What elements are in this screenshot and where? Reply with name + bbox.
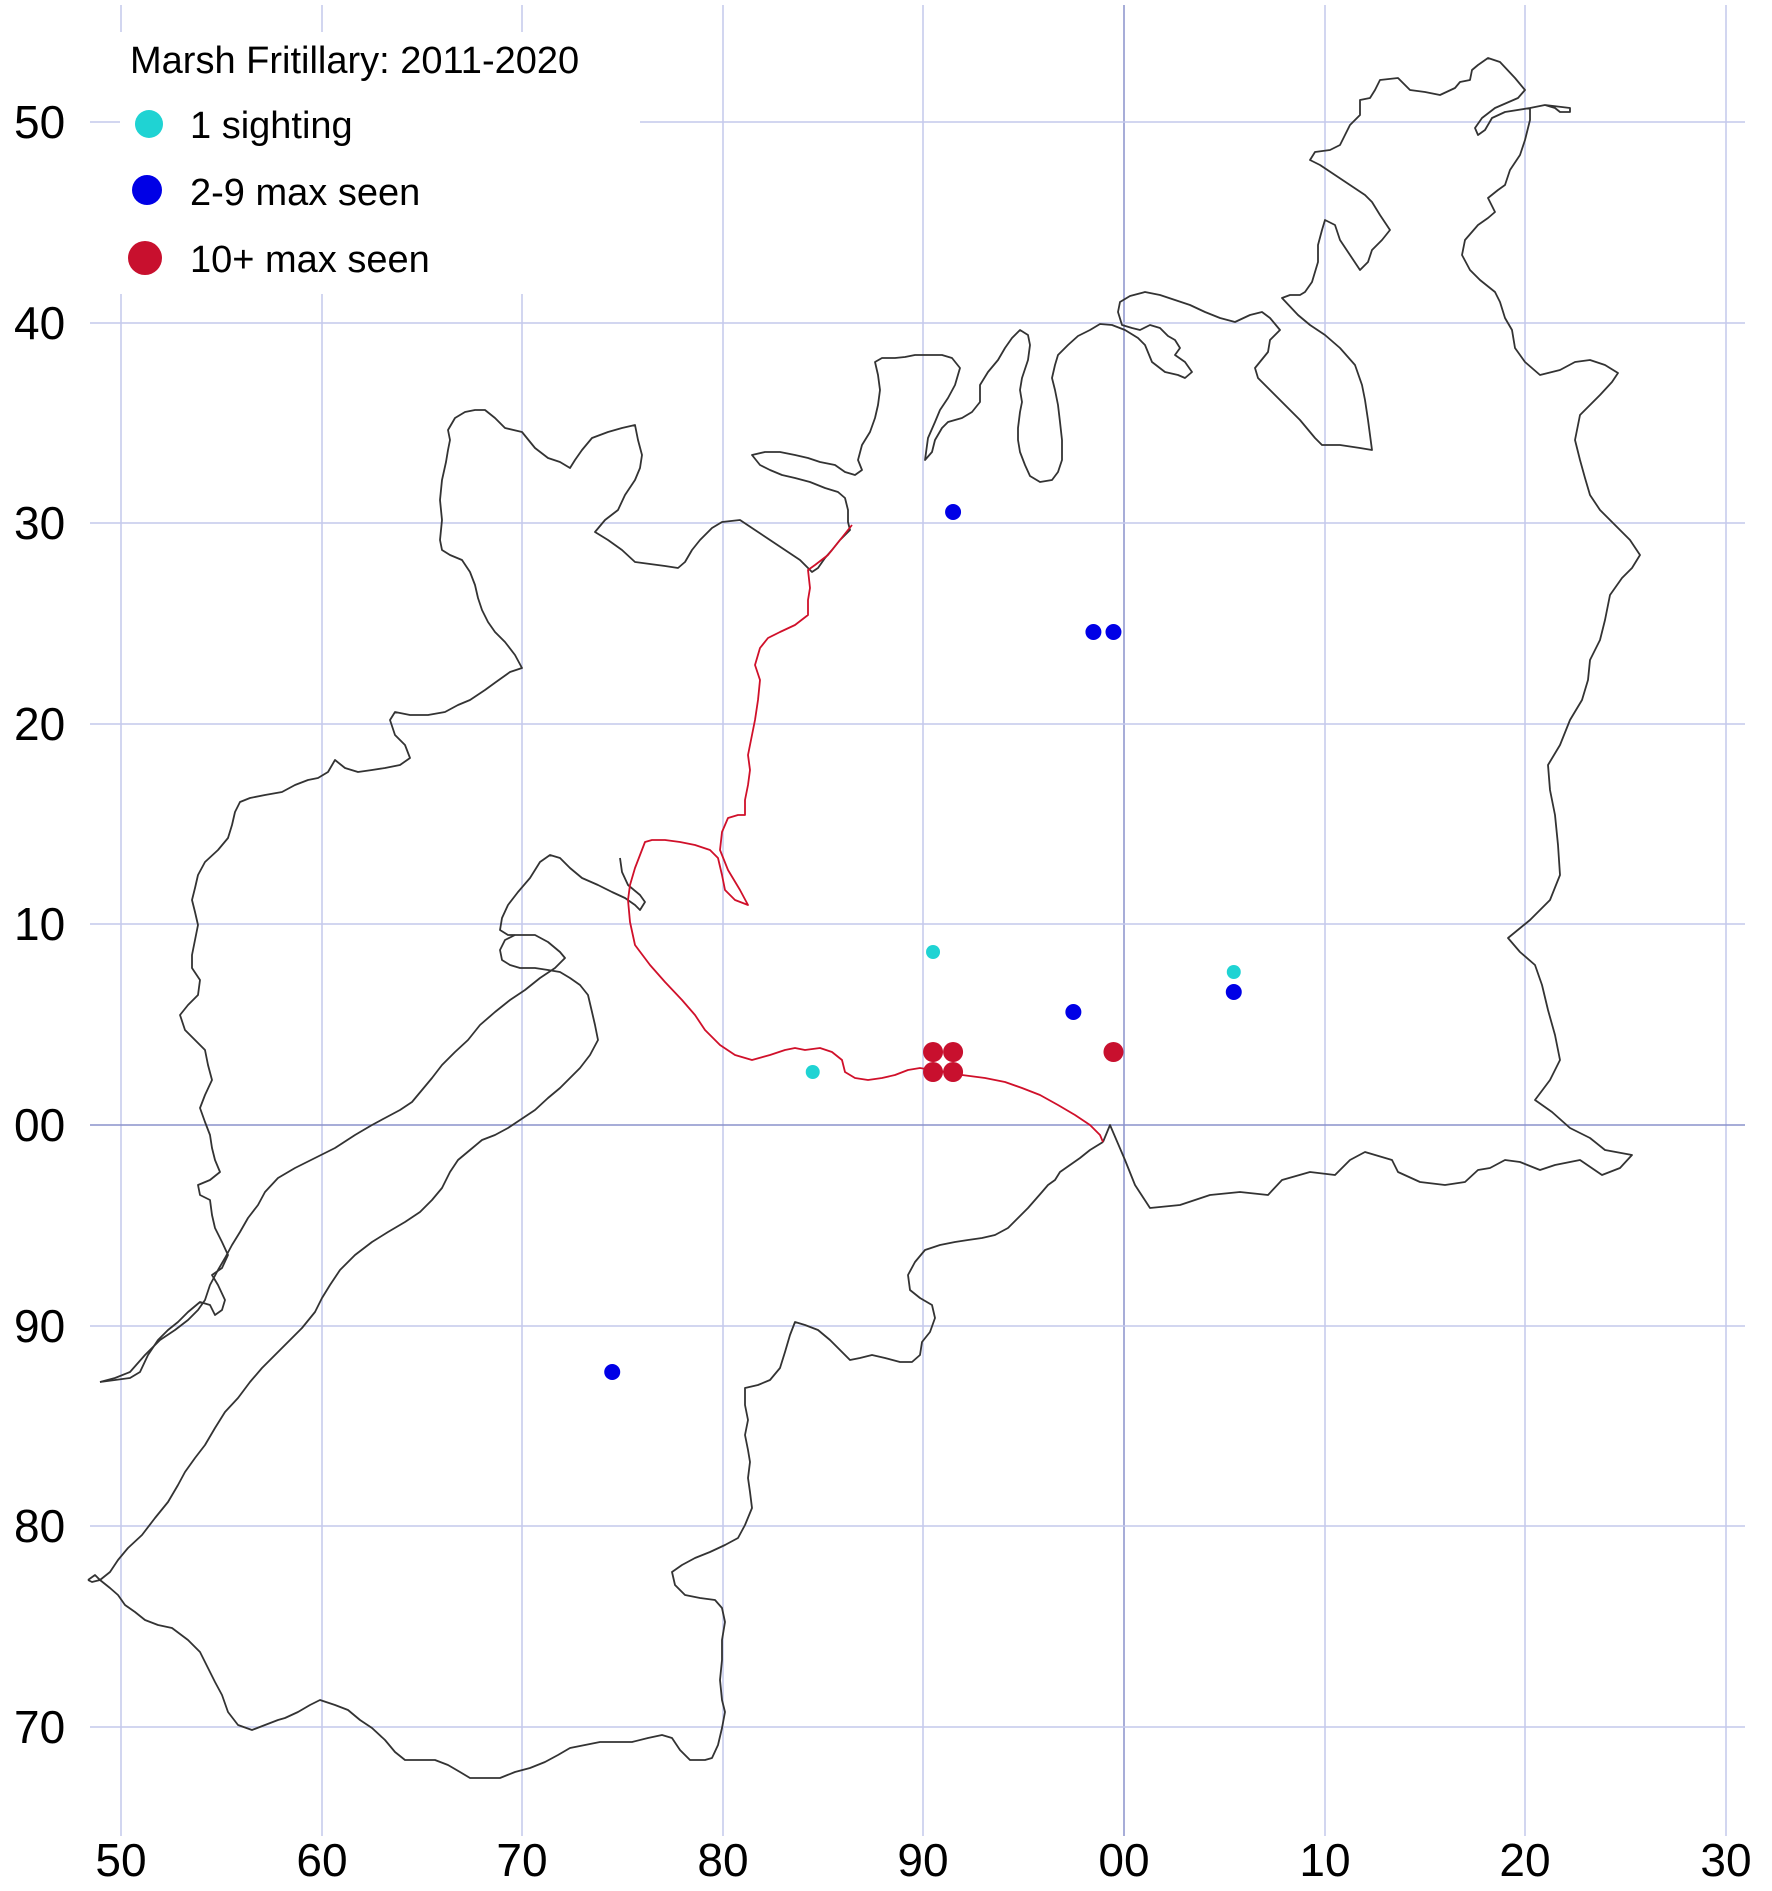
legend-marker-2-9-max-seen	[132, 175, 162, 205]
y-tick-label: 10	[14, 898, 65, 950]
estuary-north-bank	[99, 854, 646, 1383]
sighting-marker	[945, 504, 962, 520]
legend-label-10-plus-max-seen: 10+ max seen	[190, 239, 430, 281]
sighting-marker	[805, 1065, 820, 1079]
y-tick-label: 40	[14, 297, 65, 349]
x-axis-labels: 50 60 70 80 90 00 10 20 30	[95, 1834, 1751, 1886]
y-tick-label: 70	[14, 1701, 65, 1753]
y-tick-label: 90	[14, 1300, 65, 1352]
x-tick-label: 00	[1098, 1834, 1149, 1886]
sighting-marker	[943, 1062, 964, 1082]
legend-label-1-sighting: 1 sighting	[190, 105, 353, 147]
legend: Marsh Fritillary: 2011-2020 1 sighting 2…	[120, 32, 640, 294]
sighting-marker	[1103, 1042, 1124, 1062]
legend-marker-1-sighting	[135, 110, 163, 138]
legend-label-2-9-max-seen: 2-9 max seen	[190, 172, 420, 214]
county-boundaries	[87, 57, 1641, 1779]
x-tick-label: 20	[1499, 1834, 1550, 1886]
x-tick-label: 90	[897, 1834, 948, 1886]
sighting-marker	[926, 945, 941, 959]
x-tick-label: 50	[95, 1834, 146, 1886]
sighting-markers	[604, 504, 1242, 1380]
y-tick-label: 50	[14, 96, 65, 148]
sighting-marker	[1085, 624, 1102, 640]
x-tick-label: 70	[496, 1834, 547, 1886]
county-outline	[99, 57, 1641, 1383]
sighting-marker	[1105, 624, 1122, 640]
vice-county-divider	[627, 524, 1104, 1143]
legend-marker-10-plus-max-seen	[128, 241, 162, 275]
sighting-marker	[923, 1062, 944, 1082]
sighting-marker	[604, 1364, 621, 1380]
sighting-marker	[1226, 965, 1241, 979]
sighting-marker	[1065, 1004, 1082, 1020]
south-outline	[87, 1141, 1104, 1779]
x-tick-label: 60	[296, 1834, 347, 1886]
estuary-south-bank	[87, 934, 599, 1581]
y-tick-label: 00	[14, 1099, 65, 1151]
sighting-marker	[1225, 984, 1242, 1000]
x-tick-label: 10	[1299, 1834, 1350, 1886]
sighting-marker	[943, 1042, 964, 1062]
x-tick-label: 80	[697, 1834, 748, 1886]
y-axis-labels: 50 40 30 20 10 00 90 80 70	[14, 96, 65, 1753]
legend-title: Marsh Fritillary: 2011-2020	[130, 40, 579, 82]
legend-background	[120, 32, 640, 294]
y-tick-label: 80	[14, 1500, 65, 1552]
x-tick-label: 30	[1700, 1834, 1751, 1886]
grid-lines	[90, 5, 1745, 1836]
y-tick-label: 30	[14, 497, 65, 549]
y-tick-label: 20	[14, 698, 65, 750]
sighting-marker	[923, 1042, 944, 1062]
